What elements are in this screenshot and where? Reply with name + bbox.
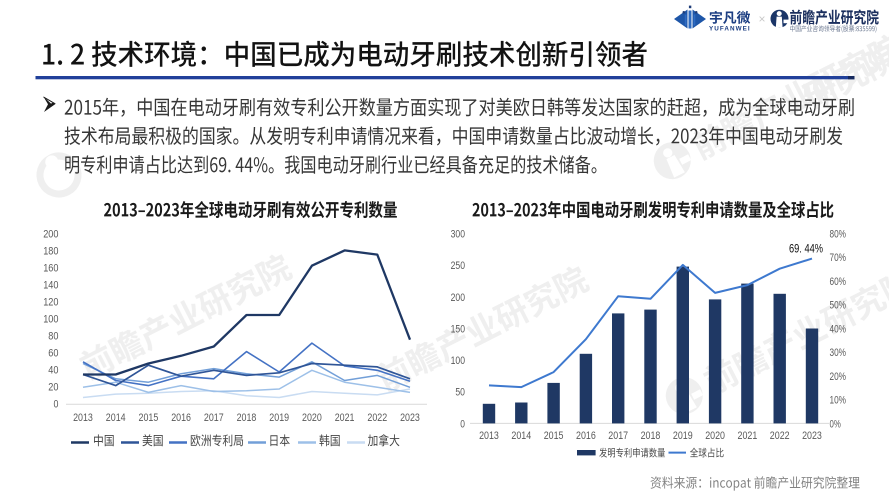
svg-text:10%: 10% — [830, 395, 847, 407]
svg-text:2017: 2017 — [608, 430, 628, 442]
svg-text:30%: 30% — [830, 347, 847, 359]
svg-text:20%: 20% — [830, 371, 847, 383]
svg-text:200: 200 — [451, 292, 465, 304]
svg-text:150: 150 — [451, 323, 465, 335]
svg-text:2023: 2023 — [802, 430, 822, 442]
svg-text:2017: 2017 — [204, 412, 224, 424]
svg-text:2020: 2020 — [705, 430, 725, 442]
svg-text:250: 250 — [451, 260, 465, 272]
svg-text:2021: 2021 — [738, 430, 758, 442]
svg-text:2021: 2021 — [335, 412, 355, 424]
svg-text:2018: 2018 — [641, 430, 661, 442]
svg-text:300: 300 — [451, 229, 465, 241]
svg-text:60%: 60% — [830, 276, 847, 288]
svg-text:50%: 50% — [830, 300, 847, 312]
svg-text:2013: 2013 — [73, 412, 93, 424]
svg-text:2015: 2015 — [139, 412, 159, 424]
svg-text:2014: 2014 — [106, 412, 126, 424]
svg-text:180: 180 — [43, 245, 58, 257]
svg-text:2016: 2016 — [576, 430, 596, 442]
svg-text:2015: 2015 — [544, 430, 564, 442]
svg-text:2014: 2014 — [511, 430, 531, 442]
svg-text:YUFANWEI: YUFANWEI — [709, 26, 751, 33]
svg-text:2019: 2019 — [673, 430, 693, 442]
svg-text:80%: 80% — [830, 229, 847, 241]
svg-text:160: 160 — [43, 262, 58, 274]
svg-text:2020: 2020 — [302, 412, 322, 424]
svg-text:×: × — [758, 12, 765, 26]
svg-text:40%: 40% — [830, 323, 847, 335]
svg-text:200: 200 — [43, 228, 58, 240]
svg-text:40: 40 — [48, 365, 58, 377]
svg-text:60: 60 — [48, 348, 58, 360]
svg-text:50: 50 — [455, 387, 465, 399]
svg-text:80: 80 — [48, 331, 58, 343]
svg-text:69. 44%: 69. 44% — [789, 244, 823, 256]
svg-text:2016: 2016 — [171, 412, 191, 424]
svg-text:100: 100 — [43, 313, 58, 325]
svg-text:2023: 2023 — [400, 412, 420, 424]
svg-text:2019: 2019 — [269, 412, 289, 424]
svg-text:2018: 2018 — [237, 412, 257, 424]
svg-text:2013: 2013 — [479, 430, 499, 442]
svg-text:0%: 0% — [830, 418, 841, 430]
svg-text:120: 120 — [43, 296, 58, 308]
svg-text:2022: 2022 — [367, 412, 387, 424]
svg-text:0: 0 — [460, 418, 465, 430]
svg-text:140: 140 — [43, 279, 58, 291]
svg-text:2022: 2022 — [770, 430, 790, 442]
svg-text:0: 0 — [54, 399, 59, 411]
svg-text:20: 20 — [48, 382, 58, 394]
svg-text:70%: 70% — [830, 252, 847, 264]
svg-text:100: 100 — [451, 355, 465, 367]
